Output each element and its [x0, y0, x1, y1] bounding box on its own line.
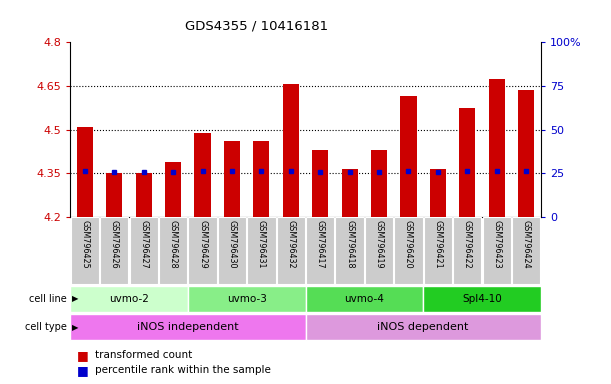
Text: ▶: ▶ [71, 294, 78, 303]
Text: uvmo-3: uvmo-3 [227, 293, 266, 304]
Text: GSM796418: GSM796418 [345, 220, 354, 269]
Bar [283, 84, 299, 217]
Bar [335, 217, 364, 284]
Text: GSM796421: GSM796421 [433, 220, 442, 269]
Text: GSM796419: GSM796419 [375, 220, 384, 269]
Bar [371, 150, 387, 217]
Text: GSM796422: GSM796422 [463, 220, 472, 269]
Bar [159, 217, 188, 284]
Bar [106, 173, 122, 217]
Bar [136, 173, 152, 217]
Text: cell type: cell type [25, 322, 67, 333]
Bar [453, 217, 481, 284]
Bar [423, 286, 541, 311]
Text: GSM796432: GSM796432 [287, 220, 295, 269]
Bar [70, 286, 188, 311]
Bar [342, 169, 357, 217]
Bar [489, 79, 505, 217]
Text: iNOS independent: iNOS independent [137, 322, 239, 333]
Text: GSM796429: GSM796429 [198, 220, 207, 269]
Text: ▶: ▶ [71, 323, 78, 332]
Text: GSM796425: GSM796425 [81, 220, 89, 269]
Text: transformed count: transformed count [95, 350, 192, 360]
Bar [512, 217, 540, 284]
Bar [194, 132, 211, 217]
Text: GSM796423: GSM796423 [492, 220, 501, 269]
Text: uvmo-2: uvmo-2 [109, 293, 149, 304]
Bar [77, 127, 93, 217]
Text: GSM796424: GSM796424 [522, 220, 530, 269]
Bar [218, 217, 246, 284]
Bar [430, 169, 446, 217]
Bar [306, 217, 334, 284]
Bar [224, 141, 240, 217]
Bar [400, 96, 417, 217]
Bar [130, 217, 158, 284]
Bar [483, 217, 511, 284]
Text: iNOS dependent: iNOS dependent [378, 322, 469, 333]
Bar [423, 217, 452, 284]
Text: GSM796417: GSM796417 [316, 220, 324, 269]
Bar [188, 286, 306, 311]
Bar [365, 217, 393, 284]
Text: GSM796420: GSM796420 [404, 220, 413, 269]
Bar [100, 217, 128, 284]
Bar [247, 217, 276, 284]
Text: GSM796428: GSM796428 [169, 220, 178, 269]
Text: uvmo-4: uvmo-4 [345, 293, 384, 304]
Bar [165, 162, 181, 217]
Text: GSM796430: GSM796430 [227, 220, 236, 269]
Text: ■: ■ [76, 364, 88, 377]
Text: ■: ■ [76, 349, 88, 362]
Bar [306, 314, 541, 340]
Text: GSM796426: GSM796426 [110, 220, 119, 269]
Text: GSM796427: GSM796427 [139, 220, 148, 269]
Bar [459, 108, 475, 217]
Text: percentile rank within the sample: percentile rank within the sample [95, 366, 271, 376]
Bar [306, 286, 423, 311]
Bar [394, 217, 423, 284]
Bar [312, 150, 328, 217]
Bar [71, 217, 99, 284]
Bar [70, 314, 306, 340]
Bar [277, 217, 305, 284]
Bar [518, 90, 534, 217]
Text: Spl4-10: Spl4-10 [462, 293, 502, 304]
Text: GSM796431: GSM796431 [257, 220, 266, 269]
Bar [188, 217, 217, 284]
Bar [254, 141, 269, 217]
Text: cell line: cell line [29, 293, 67, 304]
Text: GDS4355 / 10416181: GDS4355 / 10416181 [185, 19, 328, 32]
